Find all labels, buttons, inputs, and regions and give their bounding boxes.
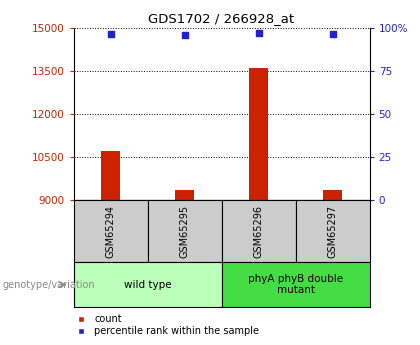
Text: wild type: wild type [124,280,171,289]
Point [107,31,114,37]
Text: GSM65297: GSM65297 [328,205,338,258]
Text: GSM65295: GSM65295 [179,205,189,258]
Point [181,33,188,38]
Legend: count, percentile rank within the sample: count, percentile rank within the sample [68,310,263,340]
Bar [222,262,370,307]
Text: GSM65296: GSM65296 [254,205,264,258]
Bar [296,200,370,262]
Text: GSM65294: GSM65294 [105,205,116,258]
Point [255,30,262,36]
Bar [323,190,342,200]
Bar [74,262,222,307]
Bar [249,68,268,200]
Title: GDS1702 / 266928_at: GDS1702 / 266928_at [149,12,294,25]
Bar [147,200,222,262]
Bar [101,151,120,200]
Point [329,31,336,37]
Text: phyA phyB double
mutant: phyA phyB double mutant [248,274,343,295]
Bar [175,190,194,200]
Bar [222,200,296,262]
Bar [74,200,147,262]
Text: genotype/variation: genotype/variation [2,280,95,289]
